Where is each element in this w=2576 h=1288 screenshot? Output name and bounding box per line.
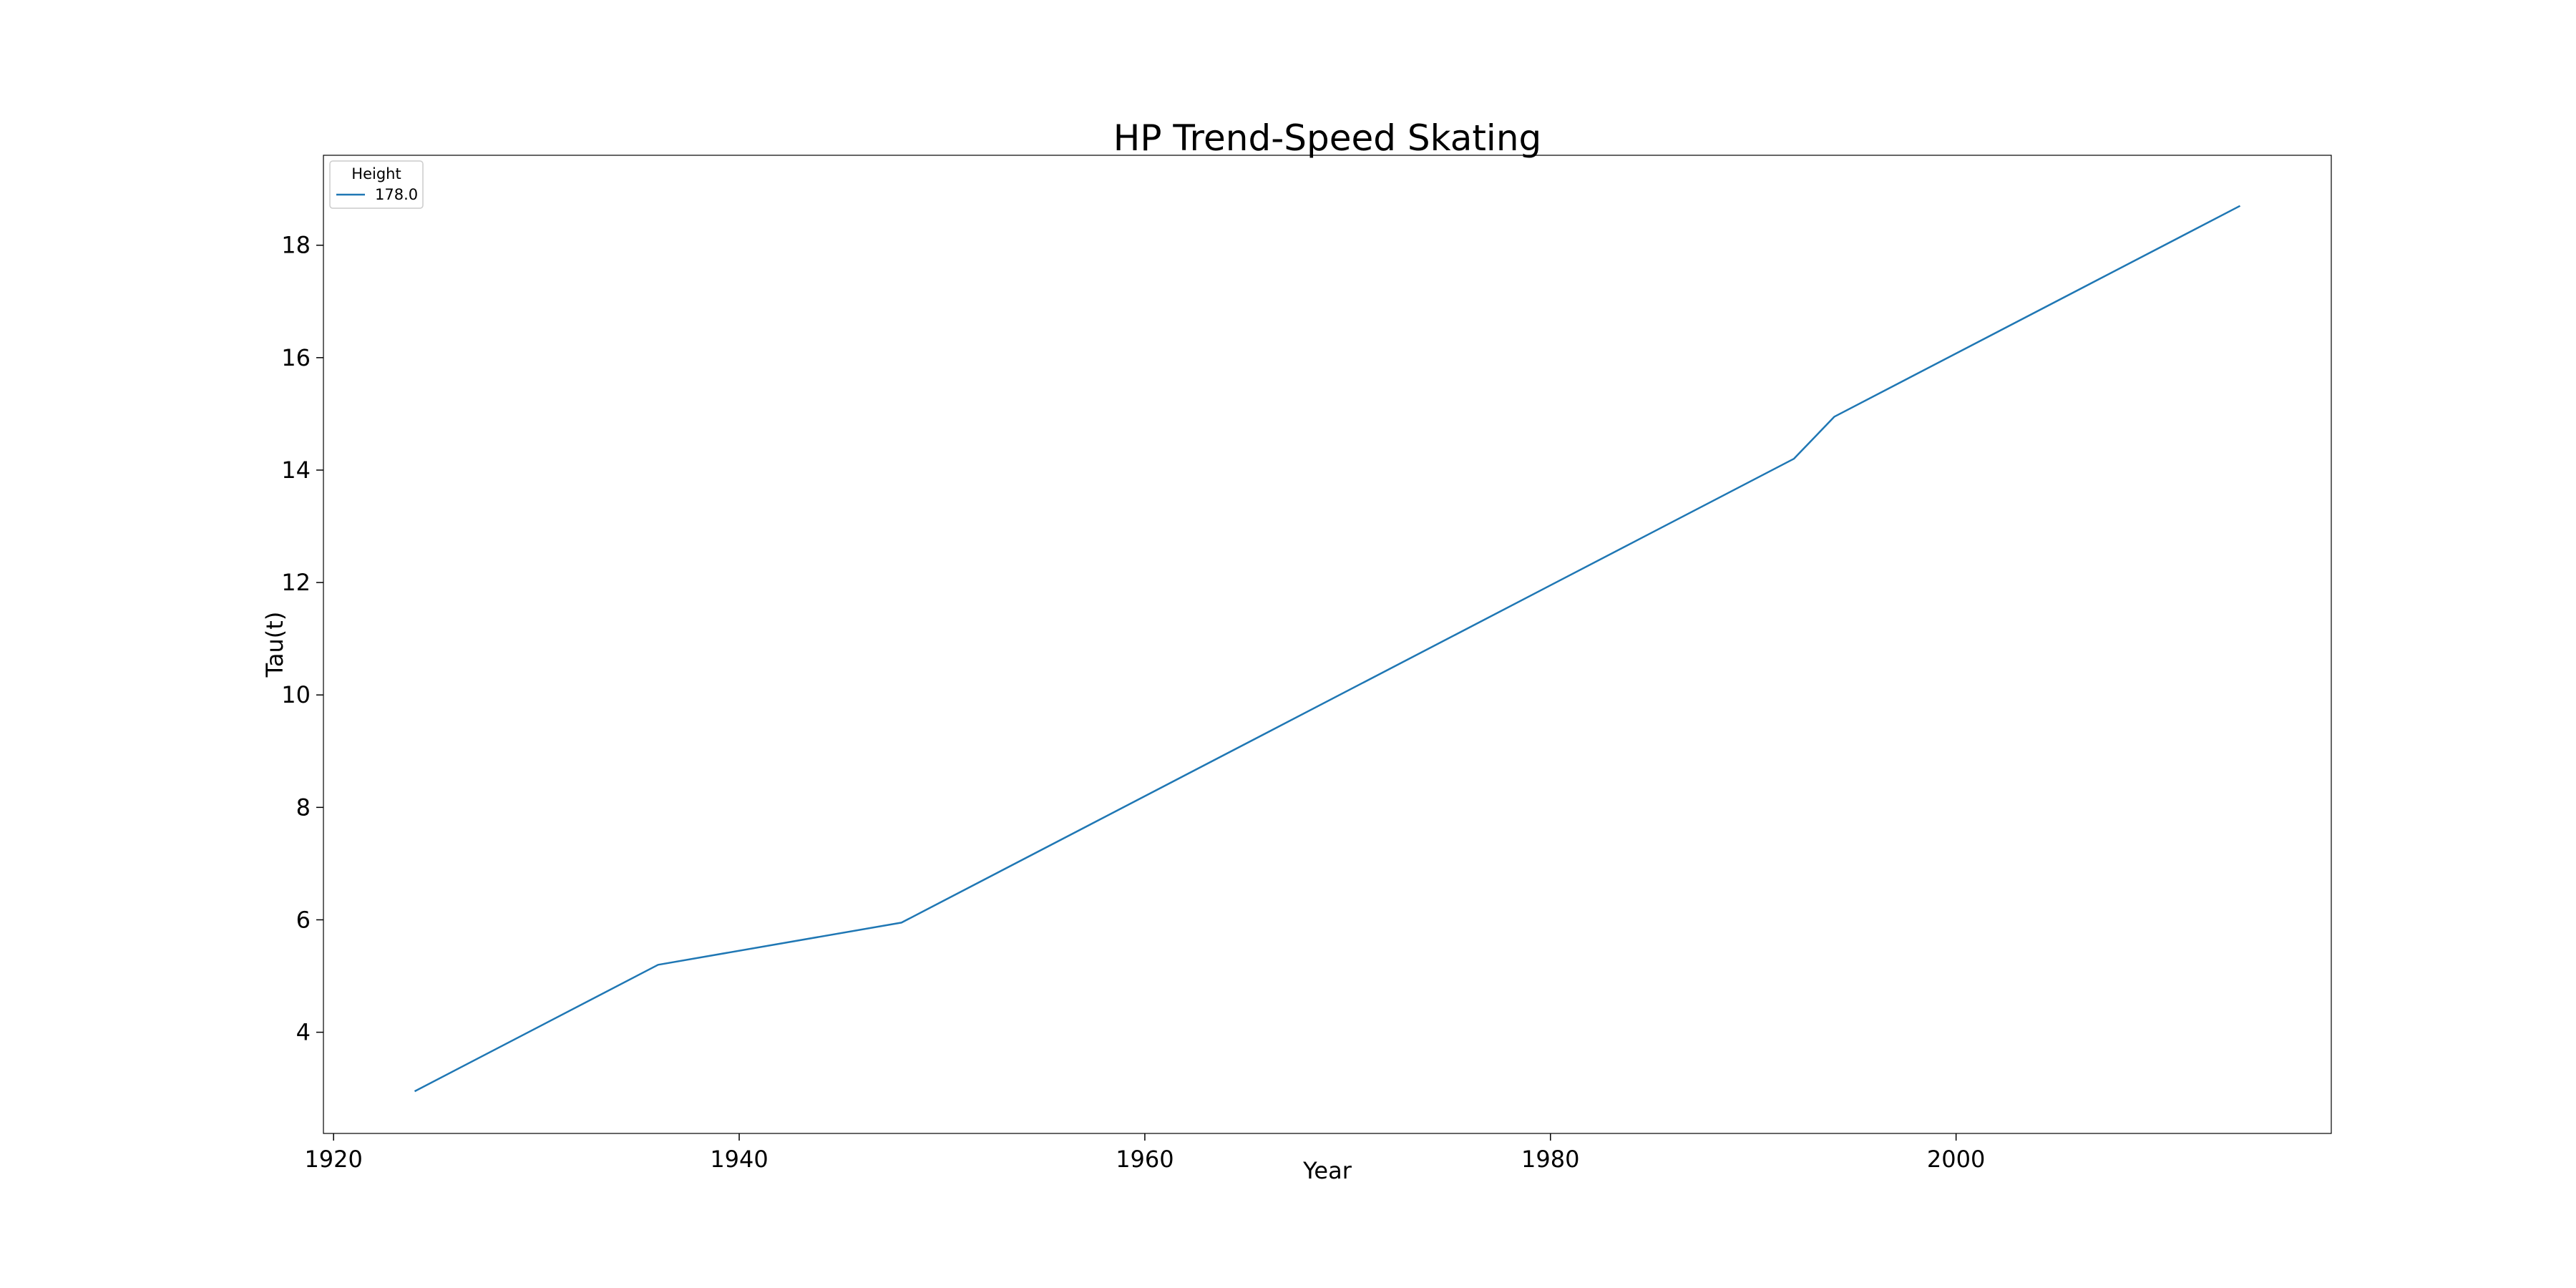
x-axis-label: Year bbox=[1302, 1157, 1352, 1184]
y-tick-label: 8 bbox=[296, 794, 311, 821]
x-axis-ticks: 1920 1940 1960 1980 2000 bbox=[304, 1133, 1985, 1173]
legend-title: Height bbox=[351, 165, 401, 182]
x-tick-label: 1920 bbox=[304, 1146, 362, 1173]
series-line-0 bbox=[414, 205, 2241, 1093]
y-axis-label: Tau(t) bbox=[261, 612, 288, 678]
y-tick-label: 10 bbox=[281, 681, 311, 708]
legend: Height 178.0 bbox=[329, 160, 424, 209]
legend-entry-label: 178.0 bbox=[375, 186, 418, 203]
y-tick-label: 4 bbox=[296, 1019, 311, 1046]
y-tick-label: 14 bbox=[281, 457, 311, 484]
x-tick-label: 1980 bbox=[1521, 1146, 1579, 1173]
y-tick-label: 12 bbox=[281, 569, 311, 596]
y-tick-label: 16 bbox=[281, 344, 311, 371]
x-tick-label: 2000 bbox=[1927, 1146, 1985, 1173]
plot-frame bbox=[323, 155, 2332, 1134]
x-tick-label: 1960 bbox=[1116, 1146, 1174, 1173]
plot-area bbox=[323, 155, 2332, 1134]
chart-title: HP Trend-Speed Skating bbox=[1113, 117, 1542, 159]
legend-box bbox=[329, 160, 424, 209]
y-axis-ticks: 4 6 8 10 12 14 16 18 bbox=[281, 232, 323, 1046]
y-tick-label: 18 bbox=[281, 232, 311, 259]
x-tick-label: 1940 bbox=[710, 1146, 768, 1173]
y-tick-label: 6 bbox=[296, 906, 311, 933]
